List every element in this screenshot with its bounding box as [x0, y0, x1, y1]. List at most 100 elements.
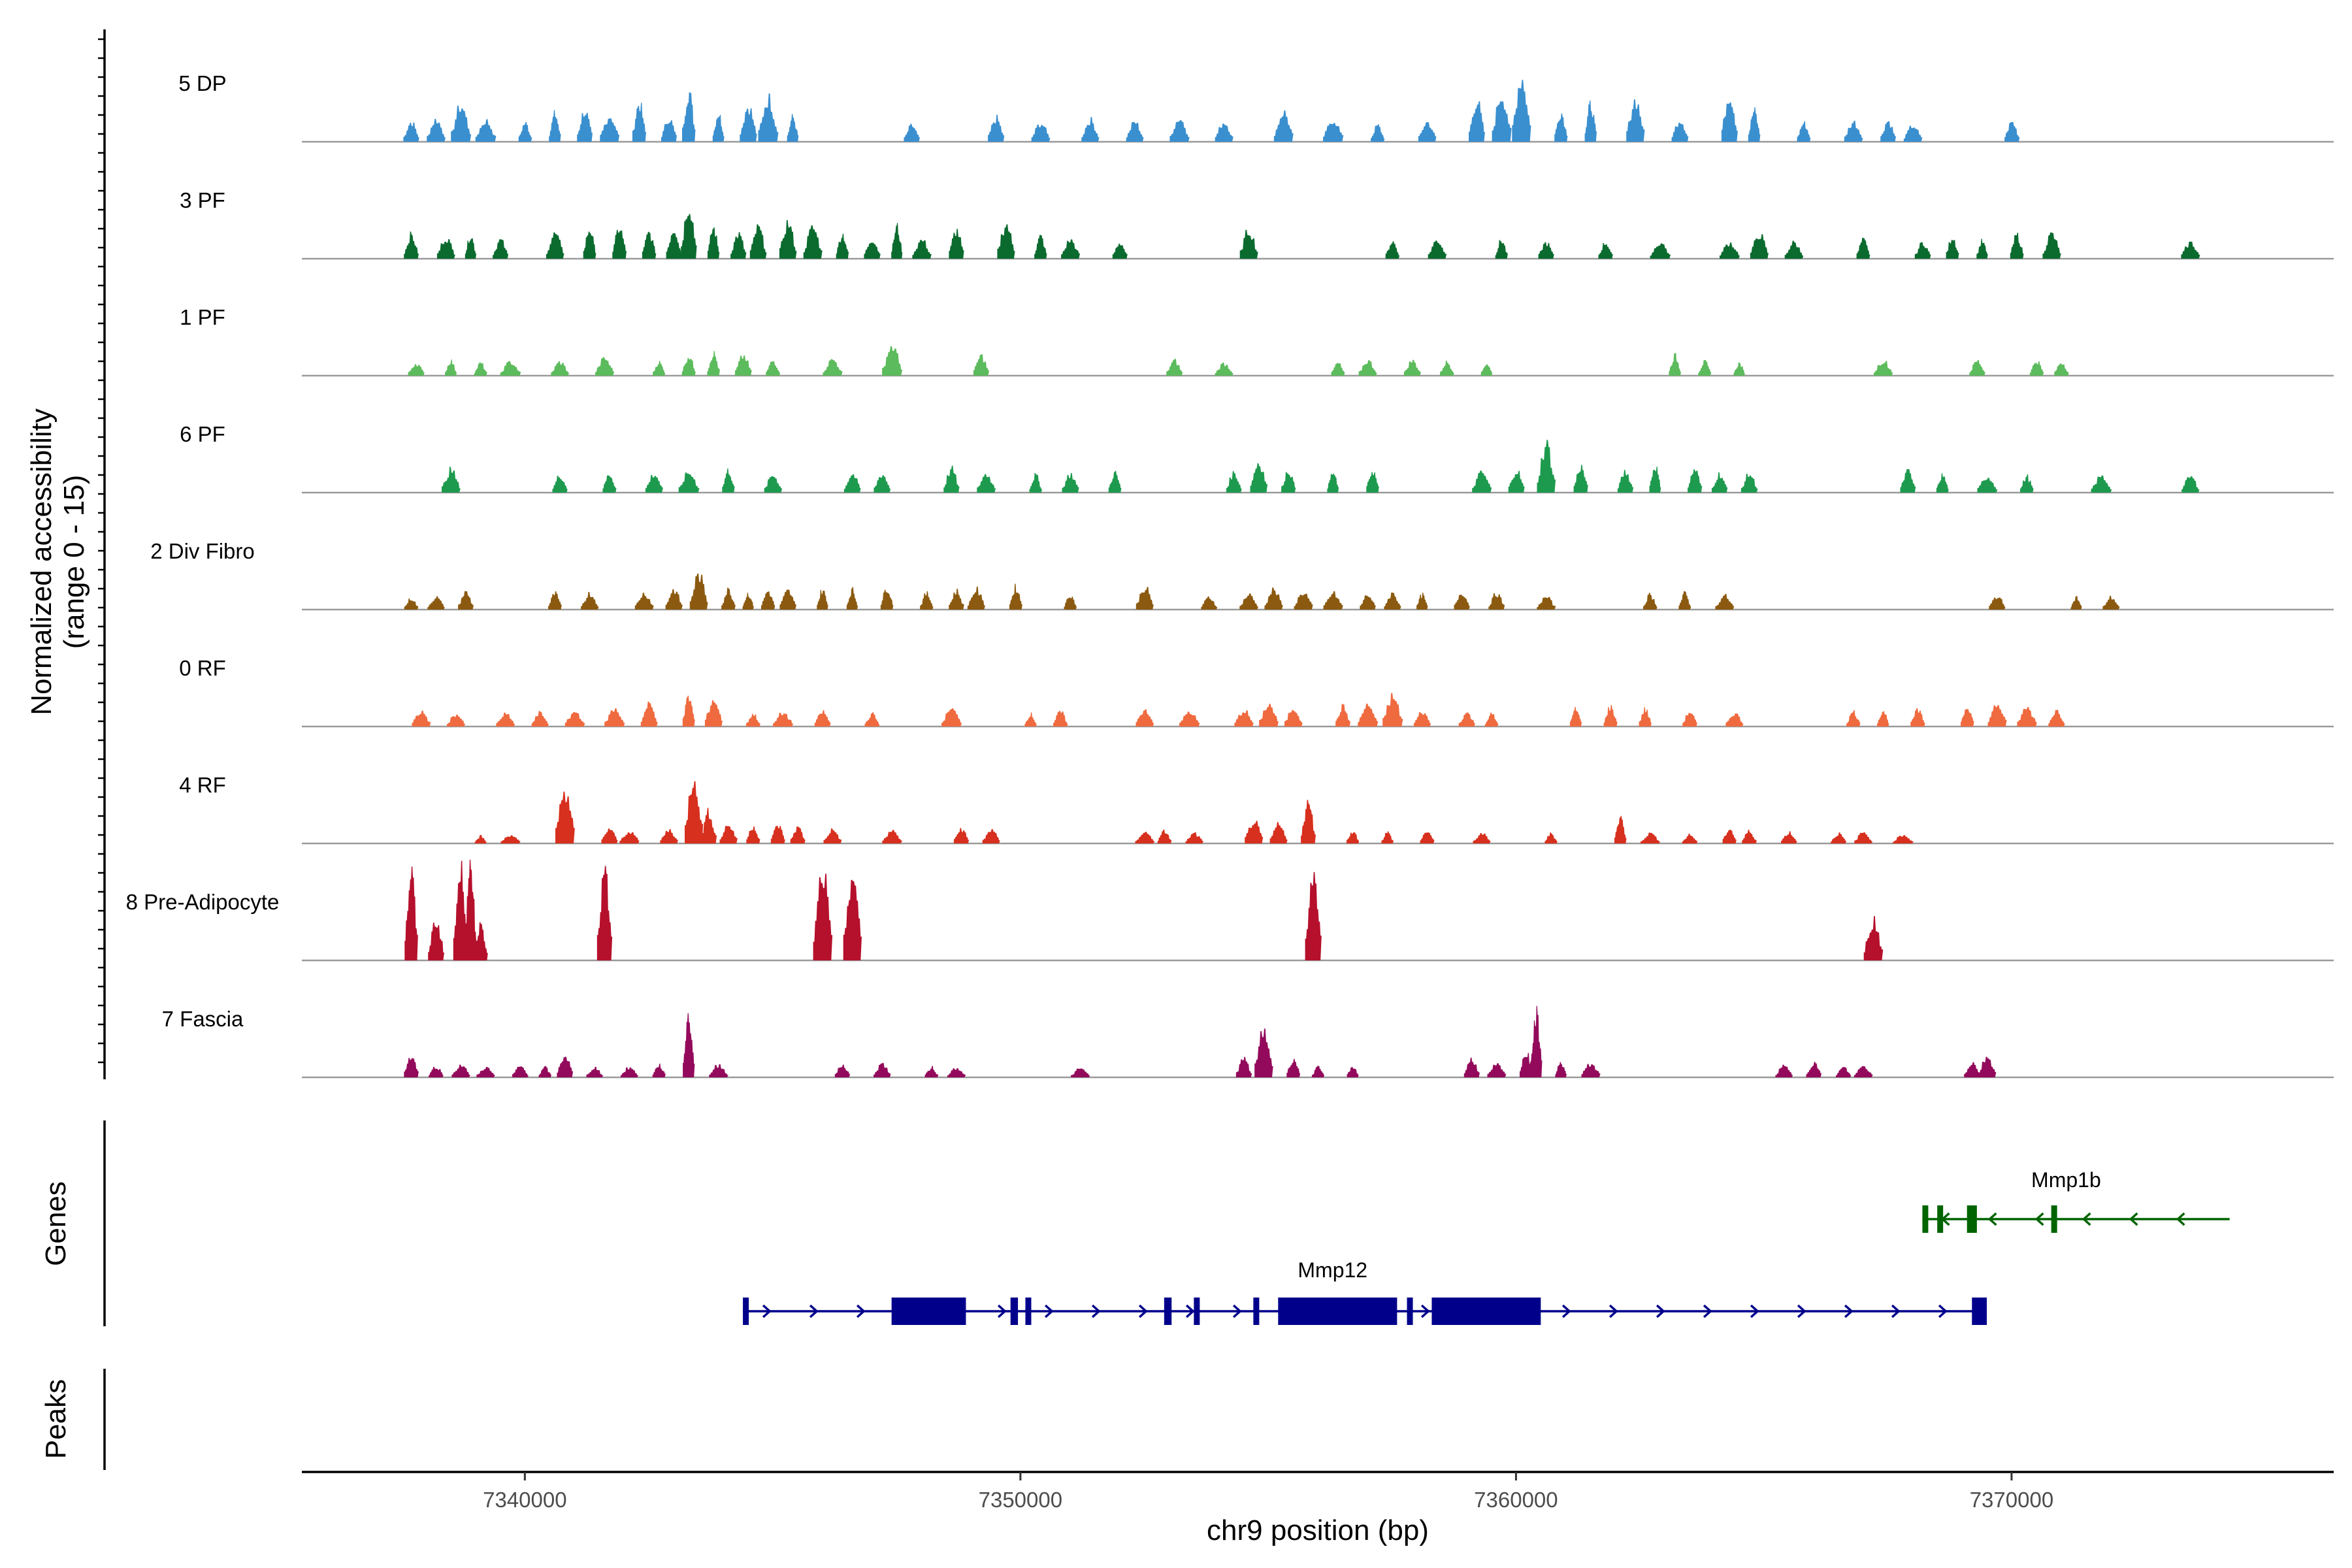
- strand-arrow: [1138, 1304, 1148, 1318]
- coverage-peak: [882, 346, 903, 376]
- coverage-peak: [1742, 830, 1757, 843]
- coverage-peak: [1323, 591, 1343, 610]
- coverage-peak: [1081, 117, 1100, 142]
- coverage-peak: [681, 214, 697, 259]
- coverage-peak: [1987, 705, 2007, 727]
- coverage-peak: [404, 1058, 419, 1077]
- coverage-peak: [1641, 832, 1661, 843]
- strand-arrow: [1091, 1304, 1101, 1318]
- strand-arrow: [1656, 1304, 1665, 1318]
- coverage-peak: [665, 589, 683, 610]
- coverage-peak: [1900, 469, 1916, 493]
- coverage-peak: [1520, 1053, 1533, 1077]
- coverage-peak: [600, 118, 620, 142]
- coverage-peak: [1239, 593, 1259, 610]
- coverage-peak: [1294, 593, 1313, 610]
- coverage-peak: [1989, 597, 2006, 610]
- coverage-peak: [912, 240, 932, 259]
- coverage-peak: [1418, 122, 1437, 142]
- coverage-peak: [1071, 1068, 1090, 1077]
- coverage-peak: [2020, 474, 2034, 493]
- coverage-peak: [1650, 243, 1671, 259]
- coverage-peak: [834, 1064, 851, 1077]
- coverage-peak: [427, 596, 445, 610]
- strand-arrow: [762, 1304, 772, 1318]
- coverage-peak: [1215, 363, 1233, 376]
- coverage-peak: [2048, 710, 2065, 727]
- coverage-peak: [436, 239, 455, 259]
- coverage-peak: [1385, 241, 1400, 259]
- coverage-peak: [1846, 710, 1861, 727]
- coverage-peak: [708, 227, 720, 259]
- coverage-peak: [704, 700, 723, 727]
- coverage-peak: [1469, 101, 1485, 142]
- coverage-peak: [404, 231, 419, 259]
- coverage-peak: [642, 231, 657, 259]
- track-label: 1 PF: [180, 305, 225, 329]
- coverage-peak: [823, 359, 843, 376]
- coverage-peak: [682, 92, 696, 142]
- coverage-peak: [2017, 707, 2037, 727]
- coverage-peak: [1671, 122, 1689, 142]
- coverage-peak: [1335, 704, 1351, 727]
- peaks-panel-label: Peaks: [40, 1379, 72, 1459]
- gene-exon: [1010, 1298, 1019, 1325]
- coverage-peak: [445, 359, 457, 376]
- coverage-peak: [1722, 830, 1737, 843]
- coverage-peak: [473, 922, 488, 960]
- track-2: 3 PF: [180, 188, 2334, 260]
- coverage-peak: [891, 223, 903, 259]
- coverage-peak: [653, 361, 666, 376]
- coverage-peak: [1977, 478, 1998, 493]
- coverage-peak: [1964, 1062, 1981, 1077]
- coverage-peak: [1603, 705, 1618, 727]
- coverage-peak: [1748, 107, 1761, 142]
- coverage-peak: [1976, 238, 1988, 259]
- coverage-peak: [1226, 471, 1242, 493]
- coverage-peak: [1347, 1067, 1359, 1077]
- coverage-peak: [577, 112, 593, 142]
- coverage-peak: [779, 589, 796, 610]
- coverage-peak: [2042, 232, 2061, 259]
- coverage-peak: [586, 1066, 604, 1077]
- coverage-peak: [1254, 1028, 1273, 1077]
- coverage-peak: [707, 351, 720, 376]
- track-1: 5 DP: [178, 71, 2334, 143]
- y-axis-ticks: [98, 38, 105, 1064]
- coverage-peak: [1473, 833, 1491, 843]
- strand-arrow: [1750, 1304, 1759, 1318]
- coverage-peak: [2010, 233, 2024, 259]
- coverage-peak: [661, 120, 678, 142]
- coverage-peak: [1416, 592, 1428, 610]
- coverage-peak: [1740, 474, 1758, 493]
- coverage-peak: [700, 808, 717, 843]
- coverage-peak: [1286, 1058, 1301, 1077]
- coverage-peak: [1169, 120, 1190, 142]
- coverage-peak: [538, 1066, 552, 1077]
- coverage-peak: [1185, 832, 1203, 843]
- x-tick-label: 7360000: [1474, 1488, 1558, 1512]
- coverage-peak: [1873, 361, 1893, 376]
- coverage-peak: [746, 713, 760, 727]
- gene-exon: [1431, 1298, 1541, 1325]
- coverage-peak: [1626, 99, 1645, 142]
- coverage-peak: [652, 1064, 666, 1077]
- coverage-peak: [941, 708, 962, 727]
- x-tick-label: 7370000: [1970, 1488, 2053, 1512]
- coverage-peak: [1112, 243, 1128, 259]
- coverage-peak: [1775, 1064, 1793, 1077]
- coverage-peak: [612, 229, 627, 259]
- coverage-peak: [403, 122, 419, 142]
- coverage-peak: [476, 1067, 495, 1077]
- coverage-peak: [746, 826, 760, 843]
- y-axis-range: (range 0 - 15): [58, 475, 90, 649]
- coverage-peak: [1537, 596, 1556, 610]
- coverage-peak: [458, 591, 474, 610]
- coverage-peak: [552, 476, 568, 493]
- track-label: 5 DP: [178, 71, 226, 95]
- coverage-peak: [645, 475, 663, 493]
- coverage-peak: [1264, 587, 1283, 610]
- coverage-peak: [874, 475, 891, 493]
- coverage-peak: [1284, 710, 1303, 727]
- strand-arrow: [1044, 1304, 1054, 1318]
